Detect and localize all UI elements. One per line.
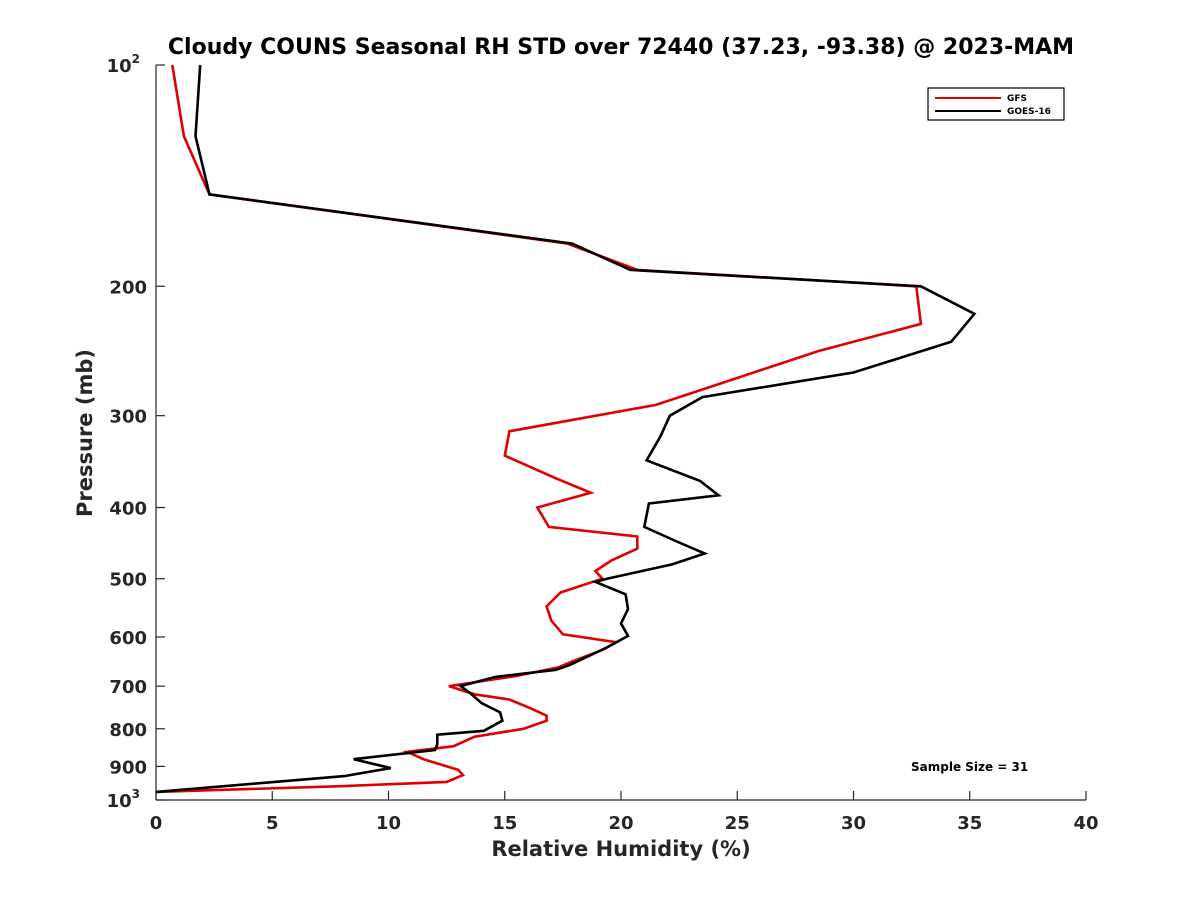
x-tick-label: 5: [266, 813, 279, 834]
y-tick-label-exponent: 3: [132, 787, 140, 801]
x-tick-label: 15: [492, 813, 517, 834]
y-tick-label: 700: [109, 677, 147, 698]
x-tick-label: 10: [376, 813, 401, 834]
legend: GFS GOES-16: [927, 87, 1065, 121]
chart-title: Cloudy COUNS Seasonal RH STD over 72440 …: [168, 35, 1074, 60]
y-tick-label: 500: [109, 570, 147, 591]
y-axis-label: Pressure (mb): [73, 349, 97, 517]
y-tick-label: 300: [109, 407, 147, 428]
y-tick-label-exponent: 2: [132, 52, 140, 66]
legend-box: [927, 87, 1065, 121]
plot-lines: [155, 64, 977, 794]
y-tick-label: 400: [109, 499, 147, 520]
y-tick-label: 800: [109, 720, 147, 741]
y-tick-label: 102: [107, 52, 140, 77]
legend-label-gfs: GFS: [1007, 94, 1027, 104]
y-tick-label-base: 10: [107, 791, 132, 812]
y-tick-label-base: 10: [107, 56, 132, 77]
x-tick-label: 30: [841, 813, 866, 834]
x-ticks: 0 5 10 15 20 25 30 35 40: [150, 791, 1099, 834]
x-tick-label: 0: [150, 813, 163, 834]
sample-size-annotation: Sample Size = 31: [911, 760, 1028, 774]
x-tick-label: 40: [1073, 813, 1098, 834]
y-tick-label: 900: [109, 757, 147, 778]
x-tick-label: 35: [957, 813, 982, 834]
y-tick-label: 103: [107, 787, 140, 812]
series-line-goes16: [155, 64, 977, 794]
series-line-gfs: [155, 64, 923, 794]
x-tick-label: 20: [608, 813, 633, 834]
y-tick-label: 200: [109, 277, 147, 298]
legend-label-goes16: GOES-16: [1007, 107, 1051, 117]
y-tick-label: 600: [109, 628, 147, 649]
x-axis-label: Relative Humidity (%): [491, 837, 750, 861]
x-tick-label: 25: [725, 813, 750, 834]
